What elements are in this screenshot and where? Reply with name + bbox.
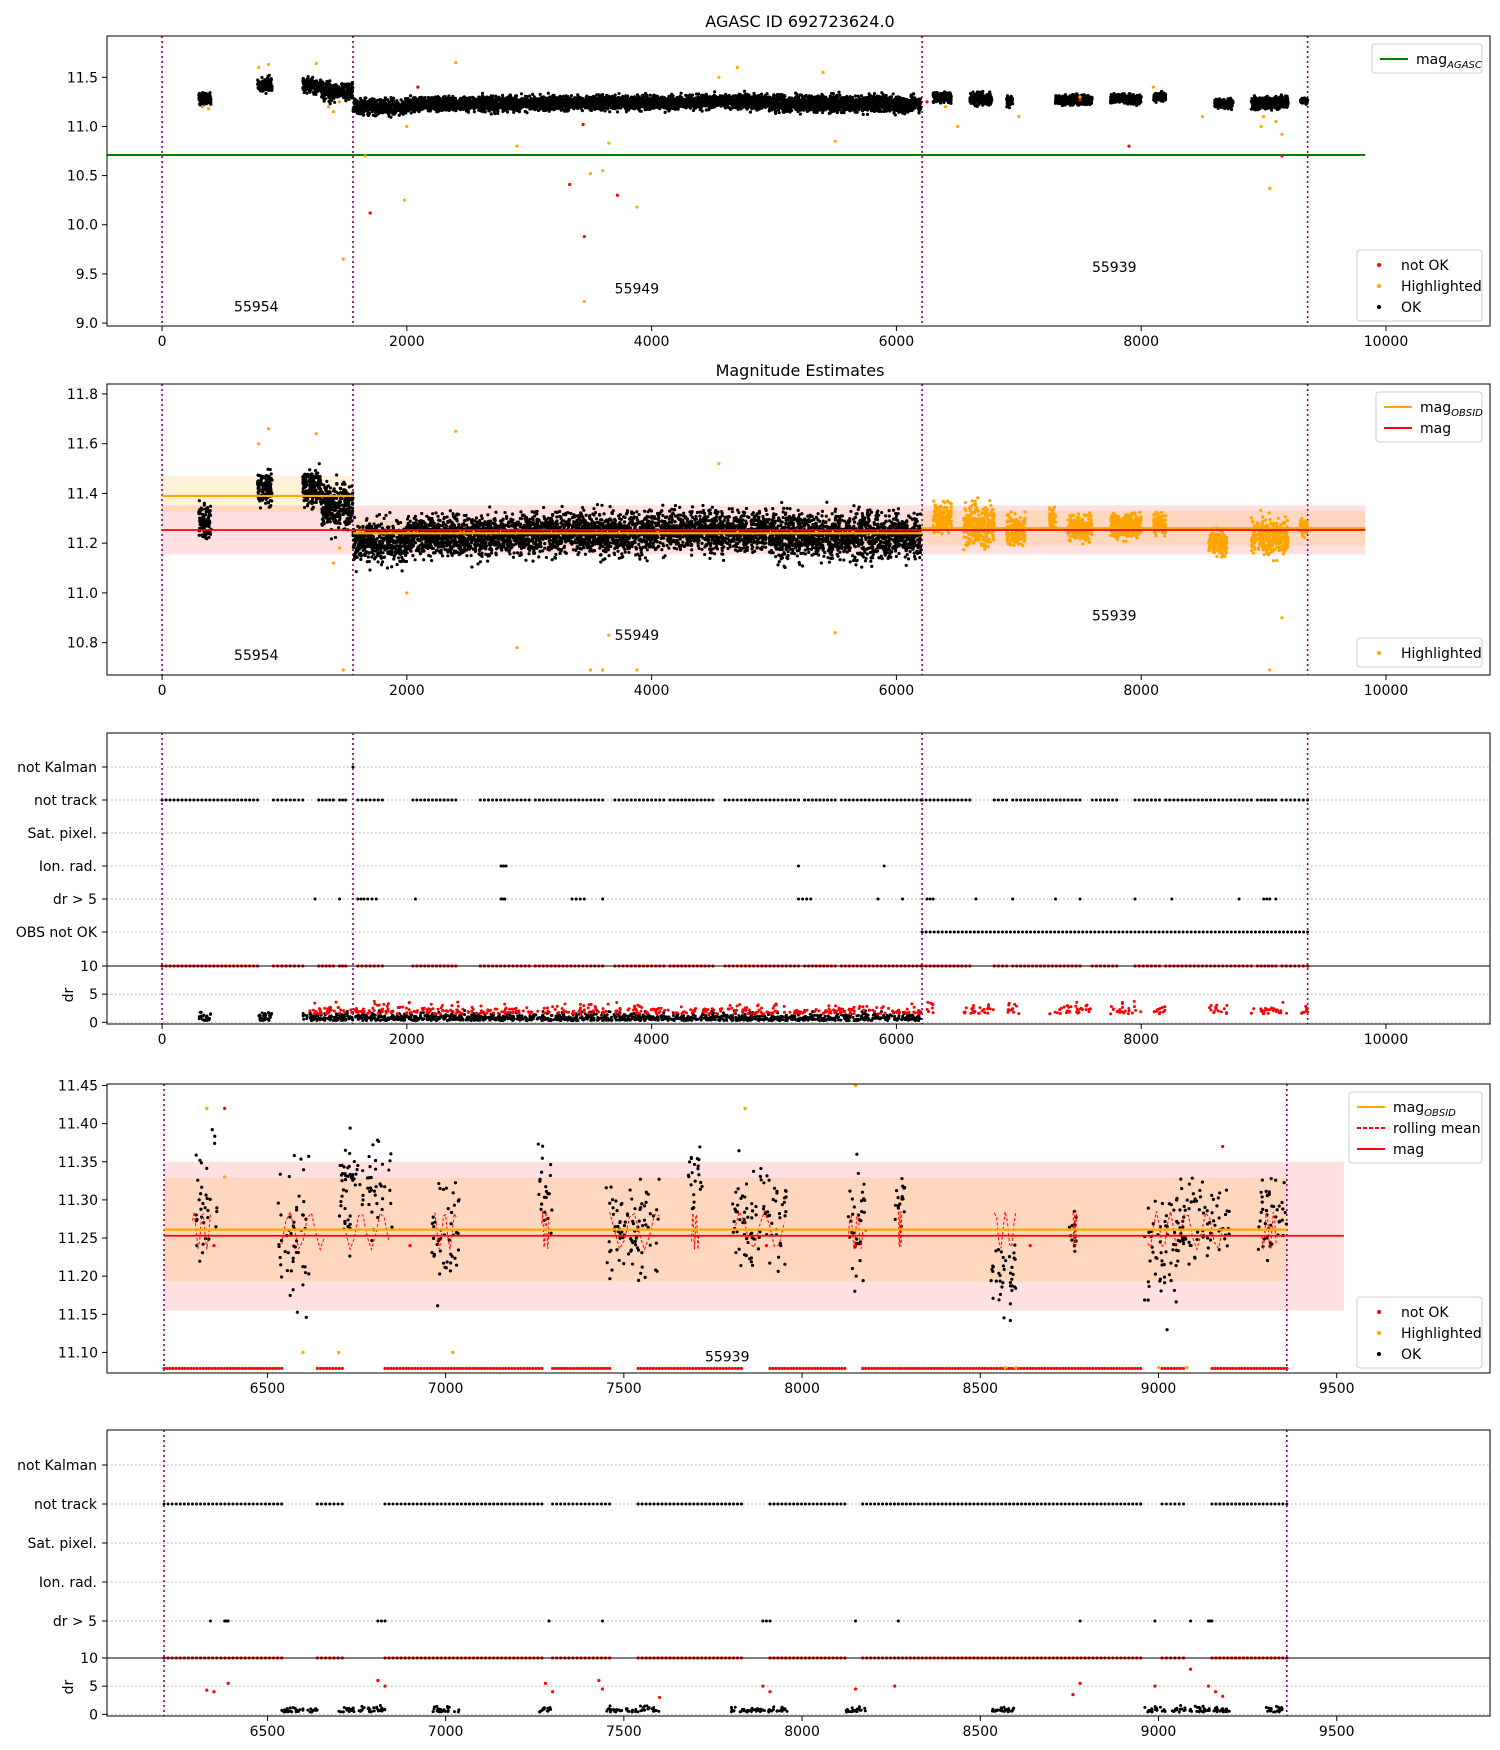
ok-point — [357, 100, 360, 103]
ok-point — [346, 92, 349, 95]
ok-point — [356, 112, 359, 115]
ok-point — [321, 87, 324, 90]
ok-point — [257, 81, 260, 84]
ok-point — [344, 95, 347, 98]
ok-point — [331, 89, 334, 92]
ok-point — [328, 92, 331, 95]
ok-point — [205, 97, 208, 100]
ok-point — [353, 102, 356, 105]
ok-point — [395, 99, 398, 102]
ok-point — [392, 97, 395, 100]
ok-point — [209, 95, 212, 98]
ok-point — [339, 88, 342, 91]
ok-point — [344, 99, 347, 102]
ok-point — [314, 93, 317, 96]
ok-point — [305, 81, 308, 84]
ok-point — [302, 88, 305, 91]
ok-point — [305, 92, 308, 95]
ok-point — [370, 102, 373, 105]
ok-point — [335, 86, 338, 89]
ok-point — [268, 74, 271, 77]
ok-point — [367, 104, 370, 107]
ok-point — [323, 99, 326, 102]
ok-point — [349, 84, 352, 87]
ok-point — [321, 80, 324, 83]
ok-point — [198, 94, 201, 97]
ok-point — [346, 88, 349, 91]
ok-point — [383, 110, 386, 113]
ok-point — [387, 112, 390, 115]
ok-point — [374, 114, 377, 117]
ok-point — [261, 82, 264, 85]
ok-point — [269, 84, 272, 87]
ok-point — [309, 78, 312, 81]
ok-point — [378, 109, 381, 112]
ok-point — [327, 85, 330, 88]
ok-point — [364, 96, 367, 99]
ok-point — [332, 97, 335, 100]
ok-point — [264, 80, 267, 83]
ok-point — [338, 94, 341, 97]
ok-point — [259, 87, 262, 90]
ok-point — [332, 84, 335, 87]
ok-point — [398, 114, 401, 117]
ok-point — [391, 100, 394, 103]
ok-point — [321, 83, 324, 86]
ok-point — [203, 94, 206, 97]
ok-point — [352, 107, 355, 110]
ok-point — [306, 85, 309, 88]
ok-point — [335, 92, 338, 95]
ok-point — [361, 112, 364, 115]
ok-point — [313, 87, 316, 90]
figure-canvas: AGASC ID 692723624.0 Magnitude Estimates… — [0, 0, 1500, 1750]
ok-point — [302, 77, 305, 80]
ok-point — [367, 102, 370, 105]
ok-point — [201, 91, 204, 94]
ok-point — [396, 105, 399, 108]
ok-point — [329, 96, 332, 99]
ok-point — [409, 94, 412, 97]
ok-point — [329, 102, 332, 105]
ok-point — [201, 101, 204, 104]
ok-point — [403, 108, 406, 111]
ok-point — [366, 110, 369, 113]
ok-point — [259, 89, 262, 92]
ok-point — [378, 98, 381, 101]
ok-point — [393, 108, 396, 111]
ok-point — [324, 86, 327, 89]
ok-point — [268, 79, 271, 82]
panel2-title: Magnitude Estimates — [716, 361, 885, 380]
ok-point — [351, 89, 354, 92]
ok-point — [512, 111, 515, 114]
ok-point — [324, 91, 327, 94]
ok-point — [377, 112, 380, 115]
ok-point — [357, 107, 360, 110]
ok-point — [311, 84, 314, 87]
ok-point — [389, 116, 392, 119]
ok-point — [321, 93, 324, 96]
ok-point — [373, 100, 376, 103]
ok-point — [333, 101, 336, 104]
ok-point — [374, 105, 377, 108]
ok-point — [312, 80, 315, 83]
ok-point — [341, 91, 344, 94]
ok-point — [371, 106, 374, 109]
ok-point — [370, 99, 373, 102]
panel-agasc-magnitude: 5595455949559390 2000 4000 6000 8000 100009.0… — [67, 36, 1490, 350]
ok-point — [361, 106, 364, 109]
ok-point — [387, 100, 390, 103]
ok-point — [260, 76, 263, 79]
ok-point — [481, 92, 484, 95]
ok-point — [309, 88, 312, 91]
ok-point — [525, 111, 528, 114]
ok-point — [383, 98, 386, 101]
figure-title: AGASC ID 692723624.0 — [705, 12, 894, 31]
ok-point — [379, 102, 382, 105]
ok-point — [307, 75, 310, 78]
ok-point — [349, 94, 352, 97]
ok-point — [264, 92, 267, 95]
ok-point — [327, 82, 330, 85]
ok-point — [383, 107, 386, 110]
ok-point — [345, 83, 348, 86]
